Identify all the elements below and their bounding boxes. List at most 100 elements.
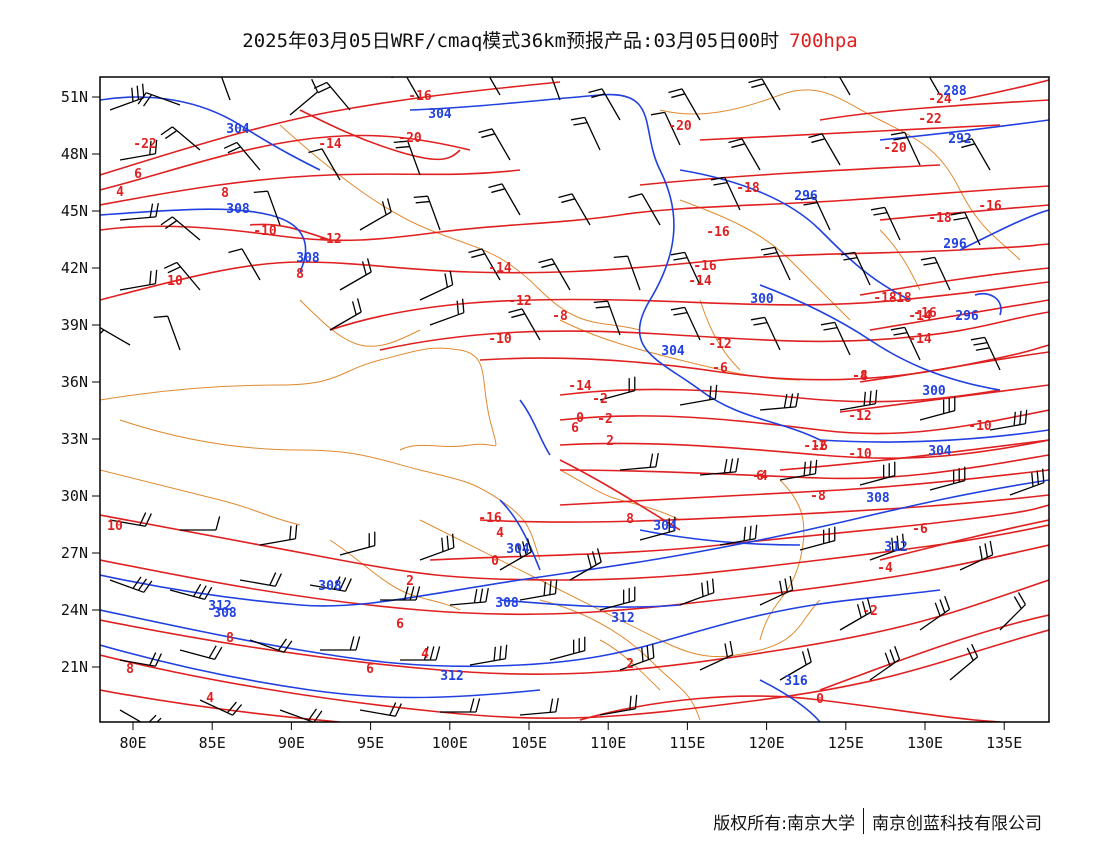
temperature-isoline: [559, 388, 1001, 403]
wind-barb: [359, 702, 402, 717]
temperature-label: -18: [928, 211, 952, 226]
copyright-right: 南京创蓝科技有限公司: [872, 813, 1042, 834]
height-isoline: [819, 429, 1049, 443]
temperature-label: -16: [706, 225, 730, 240]
wind-barb: [339, 258, 372, 291]
height-label: 300: [750, 292, 774, 307]
temperature-isoline: [429, 504, 1049, 561]
temperature-contours: [100, 79, 1049, 722]
wind-barb: [279, 708, 323, 722]
wind-barb: [929, 466, 966, 491]
wind-barb: [919, 595, 951, 631]
wind-barb: [508, 308, 541, 341]
height-label: 304: [428, 107, 452, 122]
height-isoline: [679, 169, 911, 301]
wind-barb: [719, 524, 758, 546]
province-border: [659, 89, 1021, 261]
lat-tick-label: 21N: [61, 658, 88, 676]
lon-tick-label: 135E: [986, 734, 1022, 752]
height-isoline: [100, 644, 541, 699]
wind-barb: [599, 694, 638, 716]
temperature-label: -10: [253, 224, 277, 239]
wind-barb: [100, 326, 131, 346]
wind-barb: [959, 540, 994, 571]
temperature-isoline: [559, 459, 681, 531]
temperature-label: -18: [888, 291, 912, 306]
temperature-label: -6: [912, 522, 928, 537]
height-label: 308: [213, 606, 237, 621]
wind-barb: [440, 698, 481, 713]
height-isoline: [759, 679, 821, 722]
province-border: [699, 299, 741, 371]
wind-barb: [839, 389, 878, 411]
wind-barb: [679, 384, 718, 406]
wind-barb: [808, 133, 841, 166]
wind-barb: [449, 587, 489, 606]
wind-barb: [859, 461, 896, 486]
wind-barb: [308, 148, 341, 181]
lon-tick-label: 80E: [119, 734, 146, 752]
height-label: 292: [948, 132, 971, 147]
temperature-label: -24: [928, 92, 952, 107]
wind-barb: [223, 141, 261, 171]
height-isoline: [499, 599, 681, 608]
temperature-isoline: [779, 439, 1049, 471]
wind-barb: [699, 457, 739, 476]
wind-barb: [628, 193, 661, 226]
wind-barb: [359, 198, 392, 231]
temperature-label: -16: [693, 259, 717, 274]
height-label: 304: [661, 344, 685, 359]
temperature-label: 8: [126, 662, 134, 677]
height-label: 300: [922, 384, 946, 399]
temperature-label: 4: [496, 526, 504, 541]
temperature-label: -16: [408, 89, 432, 104]
temperature-isoline: [859, 267, 1049, 296]
height-isoline: [100, 589, 941, 668]
temperature-isoline: [479, 344, 1049, 381]
wind-barb: [958, 138, 991, 171]
wind-barb: [920, 256, 951, 291]
wind-barb: [760, 246, 791, 281]
temperature-label: -10: [848, 447, 872, 462]
temperature-label: -14: [908, 332, 932, 347]
wind-barb: [824, 77, 851, 96]
province-border: [100, 469, 301, 526]
wind-barb: [419, 533, 455, 561]
wind-barb: [799, 526, 836, 551]
wind-barb: [488, 183, 521, 216]
wind-barb: [839, 598, 872, 631]
wind-barb: [429, 298, 465, 326]
temperature-isoline: [639, 164, 941, 186]
lon-tick-label: 120E: [749, 734, 785, 752]
height-label: 312: [440, 669, 463, 684]
title-main: 2025年03月05日WRF/cmaq模式36km预报产品:03月05日00时: [242, 30, 780, 52]
height-label: 312: [884, 540, 907, 555]
height-isoline: [759, 284, 1001, 391]
wind-barb: [249, 638, 293, 653]
temperature-isoline: [559, 454, 1049, 480]
wind-barb: [538, 258, 571, 291]
province-border: [299, 299, 421, 347]
wind-barb: [309, 576, 352, 592]
lon-tick-label: 100E: [432, 734, 468, 752]
lat-tick-label: 42N: [61, 259, 88, 277]
temperature-isoline: [559, 469, 1049, 506]
wind-barb: [999, 592, 1027, 631]
map-plot-area: [100, 77, 1049, 722]
height-label: 304: [928, 444, 952, 459]
wind-barb: [670, 251, 701, 286]
lat-tick-label: 36N: [61, 373, 88, 391]
wind-barb: [320, 636, 361, 651]
wind-barb: [668, 88, 701, 121]
wind-barb: [870, 206, 901, 241]
wind-barb: [779, 459, 818, 481]
wind-barb: [728, 138, 761, 171]
wind-barb: [160, 126, 201, 151]
wind-barb: [599, 376, 636, 401]
temperature-isoline: [100, 243, 1049, 301]
wind-barb: [469, 644, 508, 666]
wind-barb: [869, 645, 901, 681]
temperature-label: 4: [206, 691, 214, 706]
wind-barb: [180, 516, 221, 531]
wind-barb: [488, 77, 501, 96]
